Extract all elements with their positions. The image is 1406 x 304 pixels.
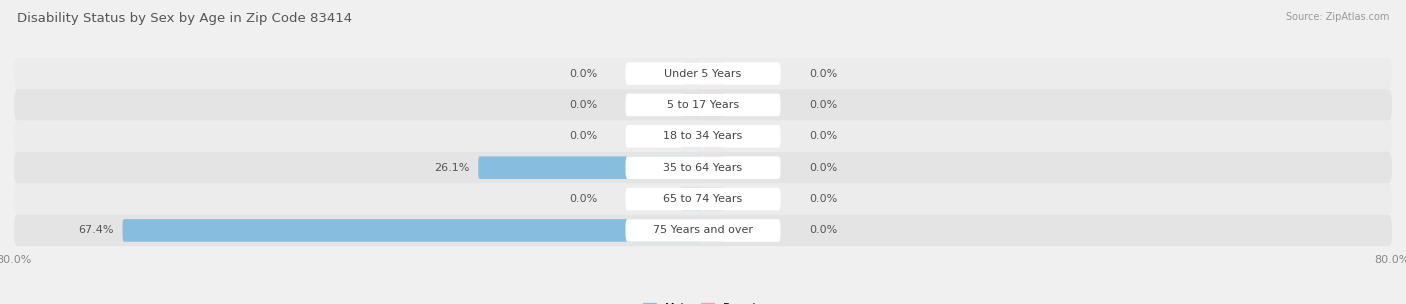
Text: 0.0%: 0.0% [808,131,837,141]
FancyBboxPatch shape [478,156,703,179]
Text: 0.0%: 0.0% [808,100,837,110]
FancyBboxPatch shape [682,188,703,210]
Text: 75 Years and over: 75 Years and over [652,226,754,236]
FancyBboxPatch shape [682,94,703,116]
FancyBboxPatch shape [682,62,703,85]
Text: Under 5 Years: Under 5 Years [665,68,741,78]
FancyBboxPatch shape [14,183,1392,215]
Text: 0.0%: 0.0% [569,100,598,110]
Text: 67.4%: 67.4% [79,226,114,236]
Text: 35 to 64 Years: 35 to 64 Years [664,163,742,173]
FancyBboxPatch shape [122,219,703,242]
FancyBboxPatch shape [703,156,724,179]
Text: 0.0%: 0.0% [808,226,837,236]
Text: 0.0%: 0.0% [808,163,837,173]
FancyBboxPatch shape [703,125,724,148]
FancyBboxPatch shape [14,152,1392,183]
Text: 5 to 17 Years: 5 to 17 Years [666,100,740,110]
FancyBboxPatch shape [626,94,780,116]
FancyBboxPatch shape [703,62,724,85]
FancyBboxPatch shape [626,125,780,148]
Text: Source: ZipAtlas.com: Source: ZipAtlas.com [1285,12,1389,22]
FancyBboxPatch shape [626,219,780,242]
Text: Disability Status by Sex by Age in Zip Code 83414: Disability Status by Sex by Age in Zip C… [17,12,352,25]
FancyBboxPatch shape [626,156,780,179]
Text: 0.0%: 0.0% [808,194,837,204]
Text: 0.0%: 0.0% [569,131,598,141]
FancyBboxPatch shape [14,89,1392,121]
FancyBboxPatch shape [14,58,1392,89]
FancyBboxPatch shape [626,62,780,85]
FancyBboxPatch shape [626,188,780,210]
FancyBboxPatch shape [703,94,724,116]
FancyBboxPatch shape [14,215,1392,246]
FancyBboxPatch shape [703,188,724,210]
Text: 0.0%: 0.0% [569,194,598,204]
Text: 26.1%: 26.1% [434,163,470,173]
Text: 0.0%: 0.0% [569,68,598,78]
Text: 65 to 74 Years: 65 to 74 Years [664,194,742,204]
Legend: Male, Female: Male, Female [638,298,768,304]
Text: 18 to 34 Years: 18 to 34 Years [664,131,742,141]
Text: 0.0%: 0.0% [808,68,837,78]
FancyBboxPatch shape [703,219,724,242]
FancyBboxPatch shape [682,125,703,148]
FancyBboxPatch shape [14,121,1392,152]
